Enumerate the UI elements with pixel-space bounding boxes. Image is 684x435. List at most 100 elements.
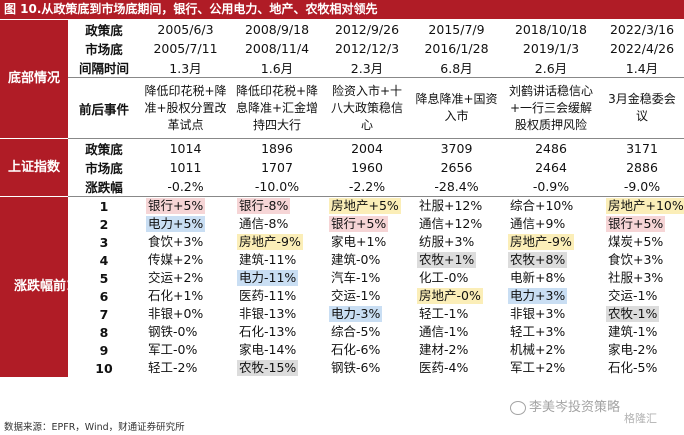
index-policy-value: 1896 [261,141,293,156]
sector-change-wrap: 石化-13% [231,324,323,340]
sector-change-cell: 轻工-2% [140,359,231,377]
sector-change-cell: 交运+2% [140,269,231,287]
sector-change-wrap: 房地产-9% [502,234,600,250]
policy-bottom-date: 2018/10/18 [514,22,588,37]
sector-change: 钢铁-6% [331,360,381,375]
sector-change-cell: 非银-13% [231,305,323,323]
sector-change-wrap: 建材-2% [411,342,502,358]
sector-change-wrap: 通信-1% [411,324,502,340]
sector-change-cell: 房地产-9% [502,233,600,251]
interval-value: 2.3月 [323,58,411,78]
sector-change: 家电-2% [608,342,658,357]
sector-change-cell: 军工-0% [140,341,231,359]
event-description: 降低印花税+降息降准+汇金增持四大行 [231,77,323,139]
table-row: 间隔时间 1.3月 1.6月 2.3月 6.8月 2.6月 1.4月 [0,58,684,78]
sector-change: 交运+2% [148,270,204,285]
sector-change: 房地产-9% [508,234,574,250]
sector-change-cell: 非银+0% [140,305,231,323]
sector-change-cell: 综合+10% [502,197,600,216]
sector-change: 非银+0% [148,306,204,321]
sector-change: 非银+3% [510,306,566,321]
interval-value: 1.3月 [140,58,231,78]
watermark: 李美岑投资策略 [510,396,620,415]
sector-change-wrap: 传媒+2% [140,252,231,268]
sector-change-wrap: 煤炭+5% [600,234,684,250]
interval-value: 2.6月 [502,58,600,78]
index-market-value: 2656 [440,160,473,175]
sector-change-cell: 建材-2% [411,341,502,359]
sector-change-cell: 银行+5% [323,215,411,233]
market-bottom-date: 2012/12/3 [334,41,400,56]
rank-number: 1 [99,198,109,214]
sector-change-wrap: 通信-8% [231,216,323,232]
sector-change-cell: 家电-14% [231,341,323,359]
sector-change-wrap: 石化+1% [140,288,231,304]
sector-change-wrap: 非银+0% [140,306,231,322]
sector-change: 电力+5% [146,216,206,232]
sector-change-cell: 医药-11% [231,287,323,305]
sector-change-cell: 传媒+2% [140,251,231,269]
sector-change-cell: 钢铁-6% [323,359,411,377]
sector-change: 军工+2% [510,360,566,375]
sector-change-cell: 电力-3% [323,305,411,323]
sector-change: 非银-13% [239,306,297,321]
policy-bottom-date: 2008/9/18 [244,22,310,37]
sector-change-wrap: 建筑-1% [600,324,684,340]
sector-change-wrap: 交运-1% [323,288,411,304]
index-change-value: -0.9% [502,177,600,197]
sector-change-wrap: 汽车-1% [323,270,411,286]
sector-change: 轻工-2% [148,360,198,375]
sector-change-wrap: 农牧+8% [502,252,600,268]
index-policy-value: 1014 [169,141,202,156]
watermark-text: 李美岑投资策略 [529,400,621,415]
sector-change: 传媒+2% [148,252,204,267]
sector-change-wrap: 银行+5% [140,198,231,214]
sector-change: 钢铁-0% [148,324,198,339]
table-row: 涨跌幅前10 1 银行+5% 银行-8% 房地产+5% 社服+12% 综合+10% 房地产+1… [0,196,684,378]
sector-change: 通信+9% [510,216,566,231]
sector-change: 农牧-15% [237,360,299,376]
sector-change: 银行+5% [606,216,666,232]
sector-change: 石化-6% [331,342,381,357]
sector-change-wrap: 军工+2% [502,360,600,376]
event-description: 3月金稳委会议 [600,77,684,139]
sector-change-wrap: 石化-5% [600,360,684,376]
wechat-icon [510,400,526,415]
table-row: 7 非银+0% 非银-13% 电力-3% 轻工-1% 非银+3% 农牧-1% [0,305,684,323]
sector-change: 化工-0% [419,270,469,285]
policy-bottom-date: 2012/9/26 [334,22,400,37]
row-label-policy-bottom: 政策底 [85,23,123,38]
sector-change-cell: 石化-13% [231,323,323,341]
row-label-market-bottom: 市场底 [85,161,123,176]
sector-change-cell: 石化-6% [323,341,411,359]
index-change-value: -9.0% [600,177,684,197]
sector-change-wrap: 交运+2% [140,270,231,286]
interval-value: 6.8月 [411,58,502,78]
rank-number: 9 [99,342,109,358]
table-row: 9 军工-0% 家电-14% 石化-6% 建材-2% 机械+2% 家电-2% [0,341,684,359]
sector-change-cell: 房地产+10% [600,197,684,216]
index-change-value: -2.2% [323,177,411,197]
sector-change: 医药-4% [419,360,469,375]
sector-change: 通信+12% [419,216,483,231]
sector-change-cell: 银行+5% [140,197,231,216]
index-market-value: 2464 [535,160,567,175]
sector-change-cell: 农牧-1% [600,305,684,323]
sector-change-cell: 房地产-9% [231,233,323,251]
sector-change-cell: 通信-1% [411,323,502,341]
index-market-value: 1960 [351,160,383,175]
sector-change-cell: 建筑-1% [600,323,684,341]
sector-change: 社服+3% [608,270,664,285]
event-description: 降息降准+国资入市 [411,77,502,139]
sector-change-wrap: 轻工+3% [502,324,600,340]
sector-change-wrap: 食饮+3% [600,252,684,268]
sector-change-cell: 建筑-11% [231,251,323,269]
sector-change: 房地产-9% [237,234,303,250]
sector-change-wrap: 电力+5% [140,216,231,232]
sector-change: 综合-5% [331,324,381,339]
sector-change-wrap: 化工-0% [411,270,502,286]
sector-change: 农牧+1% [417,252,477,268]
sector-change-wrap: 通信+12% [411,216,502,232]
sector-change-cell: 电新+8% [502,269,600,287]
rank-number: 3 [99,234,109,250]
